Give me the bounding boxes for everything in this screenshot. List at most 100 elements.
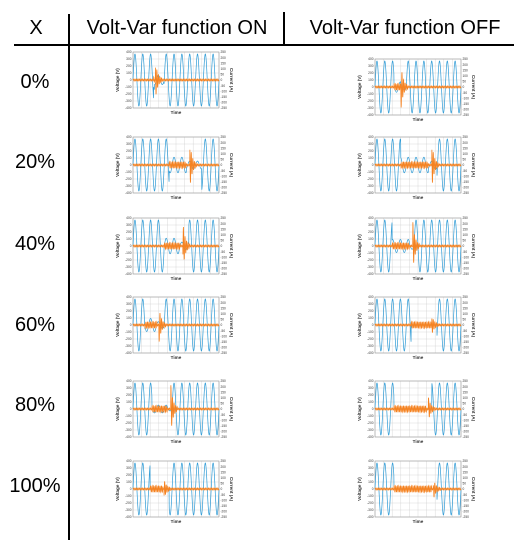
svg-text:-100: -100: [463, 255, 470, 259]
svg-text:Time: Time: [171, 355, 182, 360]
svg-text:-100: -100: [367, 170, 374, 174]
svg-text:-200: -200: [221, 267, 228, 271]
svg-text:-100: -100: [125, 251, 132, 255]
svg-text:Time: Time: [413, 276, 424, 281]
svg-text:100: 100: [126, 400, 132, 404]
svg-text:0: 0: [463, 244, 465, 248]
row-label-80: 80%: [14, 394, 56, 416]
svg-text:200: 200: [221, 141, 227, 145]
svg-text:-300: -300: [125, 184, 132, 188]
svg-text:100: 100: [221, 233, 227, 237]
svg-text:150: 150: [221, 146, 227, 150]
svg-text:Current (A): Current (A): [471, 75, 475, 100]
svg-text:150: 150: [463, 146, 469, 150]
svg-text:0: 0: [130, 487, 132, 491]
svg-text:300: 300: [368, 64, 374, 68]
svg-text:-200: -200: [367, 99, 374, 103]
svg-text:300: 300: [126, 142, 132, 146]
svg-text:-200: -200: [221, 346, 228, 350]
svg-text:50: 50: [463, 80, 467, 84]
svg-text:100: 100: [368, 78, 374, 82]
svg-text:0: 0: [463, 85, 465, 89]
svg-text:50: 50: [463, 482, 467, 486]
svg-text:400: 400: [126, 135, 132, 139]
svg-text:-100: -100: [463, 174, 470, 178]
svg-text:300: 300: [126, 302, 132, 306]
svg-text:0: 0: [221, 78, 223, 82]
svg-text:250: 250: [463, 57, 469, 61]
svg-text:Time: Time: [171, 439, 182, 444]
column-header-x: X: [29, 17, 43, 39]
svg-text:250: 250: [463, 135, 469, 139]
svg-text:0: 0: [372, 85, 374, 89]
svg-text:150: 150: [221, 61, 227, 65]
svg-text:200: 200: [463, 222, 469, 226]
waveform-plot-on-80: 400 300 200 100 0 -100 -200 -300 -400 250 200 150 10…: [113, 377, 233, 445]
waveform-plot-on-100: 400 300 200 100 0 -100 -200 -300 -400 250 200 150 10…: [113, 457, 233, 525]
svg-text:-250: -250: [463, 351, 470, 355]
svg-text:Voltage (V): Voltage (V): [115, 234, 120, 258]
svg-text:Time: Time: [171, 276, 182, 281]
svg-text:Current (A): Current (A): [229, 313, 233, 338]
svg-text:-150: -150: [221, 180, 228, 184]
svg-text:100: 100: [126, 156, 132, 160]
svg-text:-200: -200: [125, 92, 132, 96]
svg-text:50: 50: [221, 482, 225, 486]
svg-text:400: 400: [126, 379, 132, 383]
svg-text:-100: -100: [125, 85, 132, 89]
svg-text:-200: -200: [463, 108, 470, 112]
svg-text:100: 100: [368, 316, 374, 320]
svg-text:Current (A): Current (A): [471, 234, 475, 259]
svg-text:250: 250: [463, 379, 469, 383]
svg-text:200: 200: [368, 149, 374, 153]
svg-text:200: 200: [126, 393, 132, 397]
svg-text:-400: -400: [367, 113, 374, 117]
svg-text:100: 100: [126, 71, 132, 75]
svg-text:-100: -100: [125, 494, 132, 498]
svg-text:-50: -50: [463, 493, 468, 497]
waveform-plot-off-40: 400 300 200 100 0 -100 -200 -300 -400 250 200 150 10…: [355, 214, 475, 282]
svg-text:200: 200: [368, 473, 374, 477]
column-divider-header: [283, 12, 285, 46]
svg-text:-100: -100: [367, 494, 374, 498]
svg-text:Time: Time: [171, 519, 182, 524]
svg-text:150: 150: [463, 470, 469, 474]
svg-text:-250: -250: [221, 106, 228, 110]
svg-text:300: 300: [126, 386, 132, 390]
svg-text:Time: Time: [413, 117, 424, 122]
svg-text:0: 0: [221, 407, 223, 411]
svg-text:50: 50: [221, 239, 225, 243]
waveform-plot-off-20: 400 300 200 100 0 -100 -200 -300 -400 250 200 150 10…: [355, 133, 475, 201]
waveform-plot-on-60: 400 300 200 100 0 -100 -200 -300 -400 250 200 150 10…: [113, 293, 233, 361]
svg-text:100: 100: [221, 476, 227, 480]
svg-text:-50: -50: [221, 169, 226, 173]
svg-text:-400: -400: [125, 272, 132, 276]
svg-text:-150: -150: [463, 102, 470, 106]
waveform-plot-off-80: 400 300 200 100 0 -100 -200 -300 -400 250 200 150 10…: [355, 377, 475, 445]
svg-text:400: 400: [368, 216, 374, 220]
svg-text:0: 0: [221, 323, 223, 327]
svg-text:250: 250: [221, 216, 227, 220]
svg-text:300: 300: [126, 57, 132, 61]
svg-text:0: 0: [130, 78, 132, 82]
svg-text:Current (A): Current (A): [471, 397, 475, 422]
waveform-plot-off-100: 400 300 200 100 0 -100 -200 -300 -400 250 200 150 10…: [355, 457, 475, 525]
svg-text:400: 400: [126, 216, 132, 220]
svg-text:-200: -200: [125, 501, 132, 505]
svg-text:-100: -100: [367, 414, 374, 418]
svg-text:-200: -200: [463, 346, 470, 350]
svg-text:200: 200: [463, 385, 469, 389]
svg-text:0: 0: [372, 487, 374, 491]
svg-text:-100: -100: [221, 498, 228, 502]
svg-text:250: 250: [221, 379, 227, 383]
svg-text:150: 150: [463, 68, 469, 72]
waveform-plot-off-0: 400 300 200 100 0 -100 -200 -300 -400 250 200 150 10…: [355, 55, 475, 123]
svg-text:-250: -250: [221, 515, 228, 519]
svg-text:250: 250: [221, 295, 227, 299]
svg-text:Voltage (V): Voltage (V): [115, 477, 120, 501]
svg-text:-150: -150: [463, 180, 470, 184]
svg-text:200: 200: [463, 465, 469, 469]
svg-text:-400: -400: [367, 351, 374, 355]
svg-text:-300: -300: [367, 184, 374, 188]
svg-text:-100: -100: [367, 251, 374, 255]
